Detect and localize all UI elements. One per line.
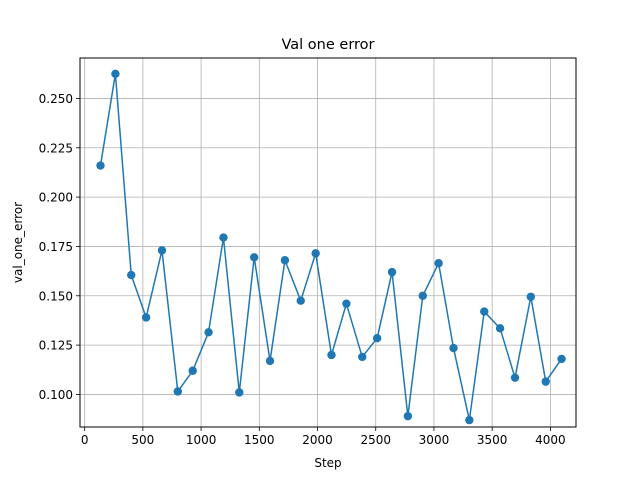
grid [80, 58, 576, 427]
data-point [480, 307, 489, 316]
plot-frame [79, 57, 577, 428]
data-point [541, 377, 550, 386]
data-point [372, 334, 382, 343]
y-axis-label: val_one_error [11, 202, 25, 283]
data-point [157, 246, 167, 255]
x-tick-label: 3500 [477, 433, 508, 447]
data-point [265, 356, 275, 366]
data-point [418, 291, 427, 300]
x-tick-label: 1500 [244, 433, 275, 447]
y-tick-label: 0.225 [39, 141, 73, 155]
data-point [296, 296, 305, 305]
data-point [403, 411, 413, 421]
data-point [327, 350, 336, 360]
axis-ticks: 0 500 1000 1500 2000 2500 3000 3500 4000 0.100 0.1… [39, 92, 566, 447]
data-point [219, 233, 228, 242]
data-point [510, 373, 520, 382]
data-point [249, 253, 259, 262]
x-tick-label: 2000 [302, 433, 333, 447]
data-point [434, 259, 443, 268]
data-point [495, 324, 505, 333]
x-tick-label: 1000 [186, 433, 217, 447]
y-tick-label: 0.250 [39, 92, 73, 106]
data-point [204, 328, 213, 337]
data-point [235, 388, 244, 397]
x-tick-label: 0 [81, 433, 89, 447]
y-tick-label: 0.125 [39, 339, 73, 353]
y-tick-label: 0.175 [39, 240, 73, 254]
data-point [342, 299, 351, 308]
x-tick-label: 3000 [419, 433, 450, 447]
x-tick-label: 500 [131, 433, 154, 447]
data-point [173, 387, 183, 396]
data-point [188, 366, 197, 375]
data-point [141, 313, 151, 322]
data-point [465, 415, 474, 425]
chart-title: Val one error [281, 37, 374, 53]
data-point [387, 267, 397, 277]
x-tick-label: 2500 [360, 433, 391, 447]
data-point [526, 292, 536, 301]
x-axis-label: Step [314, 456, 341, 470]
data-point [127, 270, 136, 280]
data-series [96, 69, 566, 425]
y-tick-label: 0.200 [39, 191, 73, 205]
y-tick-label: 0.100 [39, 388, 73, 402]
data-point [557, 354, 566, 364]
data-point [358, 352, 367, 362]
data-point [280, 256, 290, 265]
data-point [111, 69, 120, 78]
x-tick-label: 4000 [535, 433, 566, 447]
data-point [449, 343, 458, 353]
data-point [96, 161, 105, 170]
y-tick-label: 0.150 [39, 289, 73, 303]
data-point [311, 249, 320, 258]
